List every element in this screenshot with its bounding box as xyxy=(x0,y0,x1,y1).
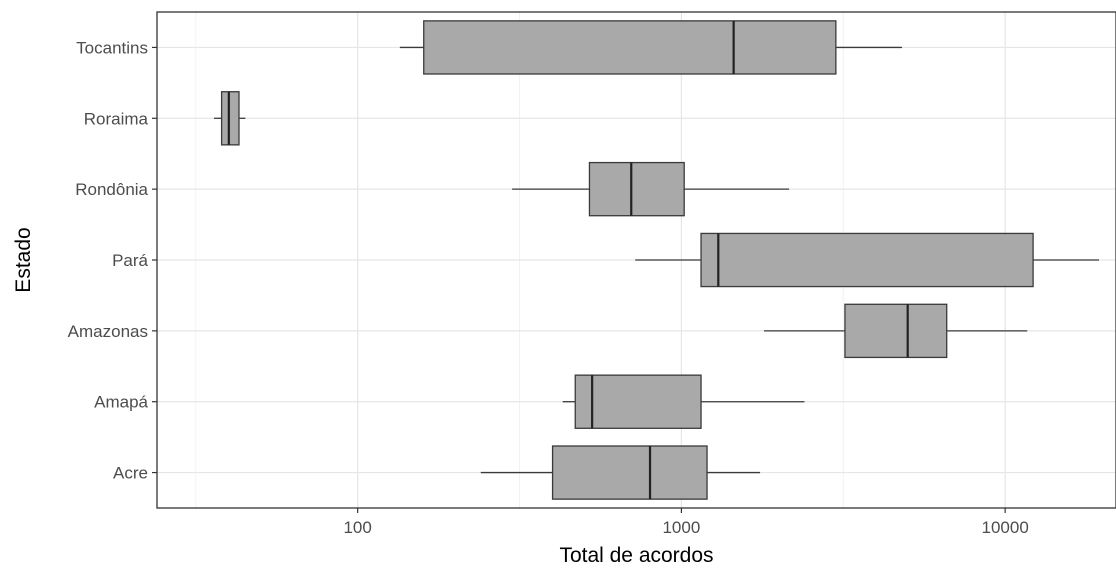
box-iqr xyxy=(844,303,948,359)
box-iqr xyxy=(220,91,240,146)
y-axis-title: Estado xyxy=(12,227,35,292)
y-tick-label: Amapá xyxy=(94,393,148,412)
y-tick-label: Rondônia xyxy=(75,180,148,199)
y-tick-label: Amazonas xyxy=(68,322,148,341)
y-tick-label: Acre xyxy=(113,464,148,483)
box-para xyxy=(635,232,1100,288)
box-amazonas xyxy=(764,303,1028,359)
box-tocantins xyxy=(399,20,902,75)
box-acre xyxy=(480,445,761,500)
box-roraima xyxy=(214,91,246,146)
box-iqr xyxy=(700,232,1034,288)
box-iqr xyxy=(588,161,685,217)
box-iqr xyxy=(423,20,837,75)
y-tick-label: Tocantins xyxy=(76,38,148,57)
y-tick-label: Roraima xyxy=(84,109,149,128)
x-tick-label: 100 xyxy=(343,518,371,537)
box-amapa xyxy=(562,374,805,429)
x-tick-label: 1000 xyxy=(662,518,700,537)
box-rondonia xyxy=(512,161,790,217)
x-tick-label: 10000 xyxy=(982,518,1029,537)
axes: Acre Amapá Amazonas Pará Rondônia Roraima Toca… xyxy=(68,38,1029,537)
box-iqr xyxy=(574,374,702,429)
boxes xyxy=(214,20,1100,500)
y-tick-label: Pará xyxy=(112,251,148,270)
x-axis-title: Total de acordos xyxy=(559,544,713,567)
box-iqr xyxy=(551,445,708,500)
